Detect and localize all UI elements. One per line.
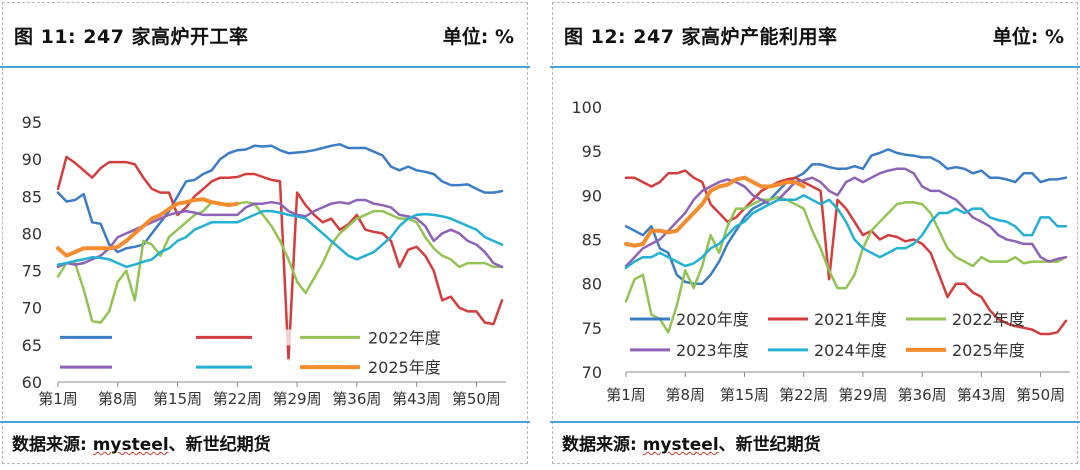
left-legend-label: 2025年度 — [368, 358, 441, 377]
left-series-line-2023 — [56, 198, 504, 269]
right-x-tick-label: 第43周 — [957, 386, 1006, 404]
right-y-tick-label: 80 — [582, 275, 602, 294]
right-bottom-rule — [550, 421, 1080, 423]
right-frame — [552, 2, 1078, 464]
right-x-tick-label: 第15周 — [720, 386, 769, 404]
left-series-line-2022 — [56, 200, 504, 324]
right-series-line-2020 — [624, 148, 1068, 285]
right-series-line-2023 — [624, 167, 1068, 268]
left-y-tick-label: 95 — [22, 113, 42, 132]
left-y-tick-label: 70 — [22, 299, 42, 318]
right-chart-title: 图 12: 247 家高炉产能利用率 — [564, 26, 838, 48]
right-series-line-2024 — [624, 194, 1068, 270]
left-header: 图 11: 247 家高炉开工率 单位: % — [0, 0, 530, 66]
left-top-rule — [0, 66, 530, 68]
left-y-tick-label: 75 — [22, 262, 42, 281]
right-source-suffix: 、新世纪期货 — [718, 435, 821, 455]
right-legend-label: 2020年度 — [676, 310, 749, 329]
left-source-prefix: 数据来源: — [12, 435, 93, 455]
left-x-tick-label: 第43周 — [392, 390, 441, 408]
right-header: 图 12: 247 家高炉产能利用率 单位: % — [550, 0, 1080, 66]
left-series-line-2025 — [56, 197, 240, 258]
left-x-tick-label: 第29周 — [273, 390, 322, 408]
right-top-rule — [550, 66, 1080, 68]
right-y-tick-label: 70 — [582, 363, 602, 382]
right-legend-label: 2025年度 — [952, 341, 1025, 360]
right-legend-label: 2023年度 — [676, 341, 749, 360]
left-source-suffix: 、新世纪期货 — [168, 435, 271, 455]
right-unit-label: 单位: % — [992, 26, 1064, 48]
left-source-brand: mysteel — [92, 435, 169, 455]
right-y-tick-label: 75 — [582, 319, 602, 338]
left-x-tick-label: 第1周 — [38, 390, 78, 408]
left-bottom-rule — [0, 421, 530, 423]
left-legend-label: 2022年度 — [368, 328, 441, 347]
right-y-tick-label: 85 — [582, 231, 602, 250]
left-legend-blur-band — [112, 329, 196, 346]
left-y-tick-label: 85 — [22, 187, 42, 206]
left-legend-blur-band — [252, 359, 298, 376]
left-y-tick-label: 65 — [22, 336, 42, 355]
left-x-tick-label: 第15周 — [153, 390, 202, 408]
right-y-tick-label: 95 — [582, 142, 602, 161]
left-series-line-2020 — [56, 143, 504, 254]
left-panel: 图 11: 247 家高炉开工率 单位: % 60 65 70 75 80 85 90 95 第… — [0, 0, 530, 470]
right-x-tick-label: 第1周 — [606, 386, 646, 404]
right-series-line-2025 — [624, 175, 806, 248]
right-series-line-2021 — [624, 169, 1068, 336]
left-y-tick-label: 60 — [22, 373, 42, 392]
right-x-tick-label: 第29周 — [838, 386, 887, 404]
right-x-tick-label: 第36周 — [898, 386, 947, 404]
right-x-tick-label: 第8周 — [665, 386, 705, 404]
left-unit-label: 单位: % — [442, 26, 514, 48]
left-x-tick-label: 第8周 — [98, 390, 138, 408]
left-chart: 60 65 70 75 80 85 90 95 第1周 第8周 第15周 第22周 第29周 第36周 第4… — [22, 113, 506, 408]
left-x-tick-label: 第22周 — [213, 390, 262, 408]
left-x-tick-label: 第36周 — [332, 390, 381, 408]
left-legend-blur-band — [252, 329, 298, 346]
right-legend-label: 2021年度 — [814, 310, 887, 329]
left-series-line-2021 — [56, 155, 504, 361]
right-x-tick-label: 第22周 — [779, 386, 828, 404]
right-series-line-2022 — [624, 195, 1068, 334]
left-frame — [2, 2, 528, 464]
right-y-tick-label: 90 — [582, 186, 602, 205]
left-y-tick-label: 80 — [22, 224, 42, 243]
left-source: 数据来源: mysteel、新世纪期货 — [12, 430, 271, 455]
left-legend-blur-band — [112, 359, 196, 376]
left-series-line-2024 — [56, 209, 504, 269]
right-legend-label: 2022年度 — [952, 310, 1025, 329]
left-legend-blur — [112, 329, 298, 376]
right-panel: 图 12: 247 家高炉产能利用率 单位: % 70 75 80 85 90 95 100… — [550, 0, 1080, 470]
left-chart-title: 图 11: 247 家高炉开工率 — [14, 26, 249, 48]
right-y-tick-label: 100 — [571, 98, 602, 117]
right-legend-label: 2024年度 — [814, 341, 887, 360]
right-source: 数据来源: mysteel、新世纪期货 — [562, 430, 821, 455]
right-chart: 70 75 80 85 90 95 100 第1周 第8周 第15周 第22周 第29周 第36周 第43… — [571, 98, 1070, 404]
left-x-tick-label: 第50周 — [452, 390, 501, 408]
right-source-brand: mysteel — [642, 435, 719, 455]
right-source-prefix: 数据来源: — [562, 435, 643, 455]
right-x-tick-label: 第50周 — [1016, 386, 1065, 404]
left-y-tick-label: 90 — [22, 150, 42, 169]
